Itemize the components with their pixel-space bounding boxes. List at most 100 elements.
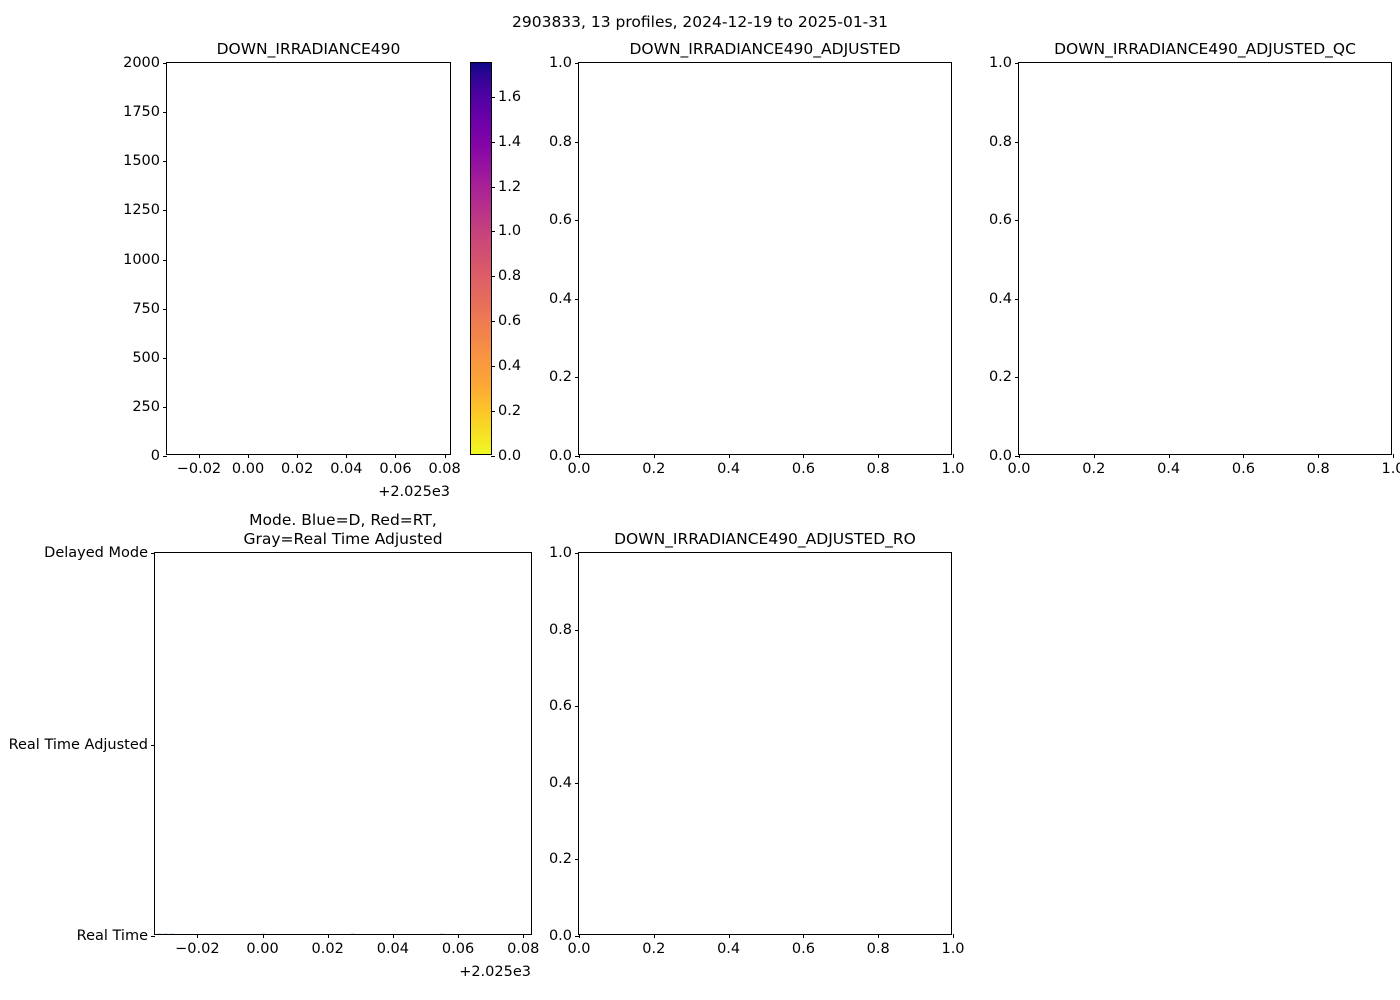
p1-xtick-label: 0.06 [379, 461, 412, 477]
axes-down-irradiance490-adjusted-qc: DOWN_IRRADIANCE490_ADJUSTED_QC 0.0 0.2 0.4… [989, 40, 1400, 477]
p5-ytick [574, 782, 579, 784]
axes-title-down-irradiance490-adjusted-ro: DOWN_IRRADIANCE490_ADJUSTED_RO [614, 529, 916, 548]
p5-ytick-label: 0.8 [548, 621, 572, 638]
p4-xtick [458, 934, 460, 939]
pcolormesh-down-irradiance490 [167, 63, 450, 454]
p1-xtick [395, 454, 397, 459]
p5-ytick-label: 0.2 [548, 851, 572, 868]
p1-xtick-label: −0.02 [176, 461, 222, 477]
p3-xtick [1318, 454, 1320, 459]
p3-xtick [1168, 454, 1170, 459]
p2-ytick-label: 0.6 [548, 212, 572, 229]
p5-xtick [653, 934, 655, 939]
p1-ytick [162, 406, 167, 408]
p3-ytick-label: 0.8 [988, 133, 1012, 150]
p5-xtick-label: 0.6 [791, 941, 815, 957]
p1-ytick-label: 0 [150, 448, 160, 464]
p3-xtick-label: 0.0 [1007, 461, 1031, 477]
p3-ytick [1014, 220, 1019, 222]
x-axis-offset-text-p1: +2.025e3 [378, 484, 450, 500]
p1-ytick-label: 250 [132, 398, 160, 415]
p1-xtick [346, 454, 348, 459]
p4-ytick [150, 553, 155, 554]
p1-ytick [162, 63, 167, 64]
p3-ytick-label: 0.2 [988, 369, 1012, 386]
p4-xtick-label: 0.06 [441, 941, 475, 957]
p3-ytick-label: 0.0 [988, 448, 1012, 464]
figure-suptitle: 2903833, 13 profiles, 2024-12-19 to 2025… [512, 13, 888, 31]
p2-ytick-label: 0.4 [548, 290, 572, 307]
p1-ytick-label: 1750 [123, 104, 160, 121]
p5-ytick-label: 1.0 [548, 545, 572, 561]
p4-ytick [150, 744, 155, 746]
axes-title-mode: Mode. Blue=D, Red=RT, Gray=Real Time Adju… [243, 511, 442, 548]
p3-ytick [1014, 63, 1019, 64]
scatter-points-mode [155, 553, 531, 934]
axes-title-mode-line1: Mode. Blue=D, Red=RT, [249, 511, 437, 530]
p5-ytick [574, 859, 579, 861]
p2-xtick-label: 0.4 [717, 461, 741, 477]
p2-xtick-label: 0.0 [567, 461, 591, 477]
p1-ytick-label: 2000 [123, 55, 160, 71]
axes-down-irradiance490: DOWN_IRRADIANCE490 +2.025e3 −0.02 0.00 0.0… [123, 40, 461, 500]
p5-ytick-label: 0.0 [548, 928, 572, 944]
p2-ytick [574, 377, 579, 379]
x-axis-offset-text-p4: +2.025e3 [459, 964, 531, 980]
p1-ytick [162, 161, 167, 163]
p2-xtick [653, 454, 655, 459]
p2-xtick [953, 454, 954, 459]
p1-ytick-label: 1500 [123, 153, 160, 170]
p3-xtick [1019, 454, 1020, 459]
p5-ytick [574, 936, 579, 937]
p4-xtick-label: 0.04 [376, 941, 410, 957]
p2-xtick [803, 454, 805, 459]
p1-xtick [297, 454, 299, 459]
p3-xtick [1243, 454, 1245, 459]
p4-ytick [150, 936, 155, 937]
p4-xtick-label: 0.02 [311, 941, 344, 957]
p5-xtick [579, 934, 580, 939]
p4-xtick [262, 934, 264, 939]
colorbar-tick [491, 231, 496, 233]
p1-ytick [162, 112, 167, 114]
p5-xtick-label: 0.4 [717, 941, 741, 957]
p5-ytick [574, 706, 579, 708]
p3-ytick-label: 1.0 [988, 55, 1012, 71]
p4-ytick-label: Real Time Adjusted [8, 736, 148, 753]
axes-title-down-irradiance490: DOWN_IRRADIANCE490 [216, 39, 401, 58]
p3-xtick-label: 0.2 [1082, 461, 1106, 477]
p4-xtick [392, 934, 394, 939]
p2-xtick-label: 0.8 [866, 461, 890, 477]
colorbar-tick-label: 1.6 [498, 88, 522, 105]
p1-ytick-label: 750 [132, 300, 160, 317]
colorbar-tick [491, 411, 496, 413]
p3-xtick-label: 0.4 [1157, 461, 1181, 477]
p5-ytick-label: 0.6 [548, 698, 572, 715]
p4-ytick-label: Real Time [76, 928, 148, 944]
p1-xtick-label: 0.04 [330, 461, 363, 477]
colorbar-tick [491, 276, 496, 278]
colorbar-tick [491, 186, 496, 188]
colorbar-tick [491, 366, 496, 368]
p3-ytick-label: 0.6 [988, 212, 1012, 229]
p2-ytick-label: 1.0 [548, 55, 572, 71]
colorbar-tick [491, 456, 496, 457]
p3-ytick [1014, 141, 1019, 143]
p2-xtick-label: 0.6 [791, 461, 815, 477]
p1-ytick [162, 357, 167, 359]
colorbar-tick-label: 1.2 [498, 178, 522, 195]
p2-ytick [574, 298, 579, 300]
p1-xtick [248, 454, 250, 459]
axes-title-mode-line2: Gray=Real Time Adjusted [243, 529, 443, 548]
colorbar-down-irradiance490: 0.0 0.2 0.4 0.6 0.8 1.0 1.2 1.4 1.6 [470, 62, 521, 464]
p5-ytick [574, 553, 579, 554]
colorbar-tick [491, 141, 496, 143]
p3-ytick [1014, 456, 1019, 457]
colorbar-tick-label: 0.2 [498, 403, 522, 420]
p5-xtick [953, 934, 954, 939]
p3-ytick [1014, 377, 1019, 379]
p2-ytick-label: 0.2 [548, 369, 572, 386]
p3-xtick-label: 0.6 [1231, 461, 1255, 477]
p1-xtick [444, 454, 446, 459]
p5-xtick [803, 934, 805, 939]
